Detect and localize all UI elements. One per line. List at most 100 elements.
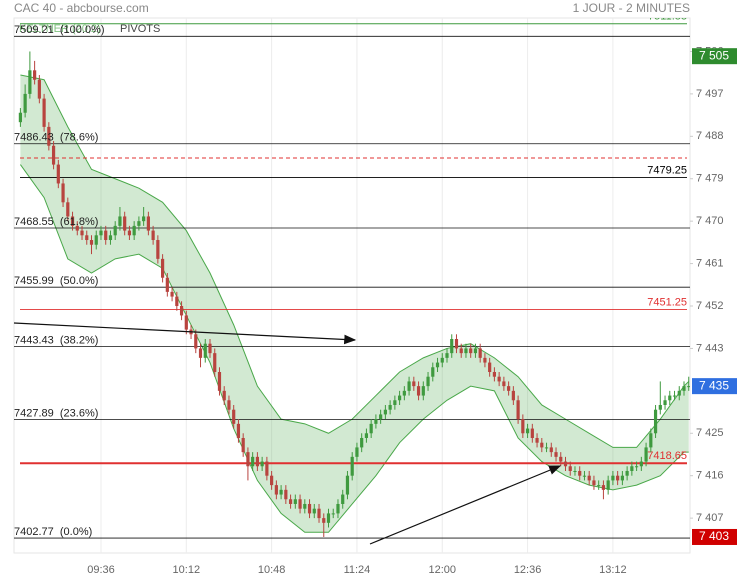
candle-body — [94, 235, 98, 245]
candle-body — [649, 433, 653, 448]
candle-body — [170, 291, 174, 297]
candle-body — [113, 225, 117, 236]
candle-body — [393, 400, 397, 405]
candle-body — [578, 470, 582, 476]
candle-body — [549, 447, 553, 453]
candle-body — [639, 461, 643, 467]
candle-body — [198, 348, 203, 358]
candle-body — [492, 371, 496, 377]
candle-body — [227, 400, 231, 410]
candle-body — [75, 225, 79, 231]
candle-body — [28, 70, 32, 94]
keltner-lower — [19, 164, 689, 533]
candle-body — [535, 437, 539, 443]
candle-body — [322, 518, 326, 523]
candle-body — [85, 235, 89, 241]
candle-body — [388, 404, 392, 410]
candle-body — [336, 503, 340, 514]
candle-body — [203, 343, 207, 358]
fib-label: 7468.55 (61.8%) — [14, 216, 98, 228]
price-tag-label: 7 435 — [699, 378, 729, 392]
y-tick-label: 7 497 — [696, 88, 724, 100]
candle-body — [364, 433, 369, 438]
candle-body — [360, 437, 364, 448]
candle-body — [611, 475, 615, 481]
candle-body — [616, 475, 620, 481]
candle-body — [118, 216, 122, 226]
candle-body — [421, 386, 425, 396]
candle-body — [483, 357, 487, 363]
keltner-area — [20, 75, 689, 533]
candle-body — [246, 452, 250, 467]
candle-body — [644, 447, 648, 462]
candle-body — [440, 357, 444, 363]
candle-body — [573, 470, 577, 472]
candle-body — [412, 381, 416, 387]
candle-body — [355, 447, 359, 457]
candle-body — [625, 470, 629, 476]
candle-body — [104, 230, 108, 241]
candle-body — [601, 485, 606, 490]
plot-frame — [13, 17, 691, 554]
candle-body — [123, 216, 127, 231]
candle-body — [99, 230, 103, 236]
candle-body — [270, 475, 274, 486]
candle-body — [606, 480, 610, 490]
candle-body — [398, 395, 402, 401]
x-tick-label: 13:12 — [599, 564, 627, 576]
candle-body — [478, 348, 482, 358]
candle-body — [563, 461, 568, 467]
x-tick-label: 12:36 — [514, 564, 542, 576]
candle-body — [151, 230, 155, 241]
candle-body — [473, 348, 478, 354]
candle-body — [312, 508, 316, 514]
arrow — [13, 322, 357, 345]
candle-body — [23, 93, 27, 113]
candle-body — [293, 499, 297, 504]
candle-body — [383, 409, 387, 415]
legend-entry: PIVOTS — [120, 23, 160, 35]
candle-body — [108, 235, 113, 241]
candle-body — [317, 508, 321, 519]
candle-body — [165, 277, 169, 292]
candle-body — [668, 395, 672, 401]
candle-body — [426, 376, 430, 387]
candle-body — [521, 419, 525, 434]
candle-body — [630, 466, 634, 471]
price-tag — [692, 48, 737, 65]
candle-body — [559, 456, 563, 462]
candle-body — [416, 386, 421, 396]
candle-body — [445, 353, 449, 358]
y-tick-label: 7 407 — [696, 512, 724, 524]
candle-body — [251, 456, 255, 467]
candle-body — [33, 70, 37, 80]
candle-body — [284, 489, 288, 500]
x-tick-label: 09:36 — [87, 564, 115, 576]
price-tag-label: 7 403 — [699, 529, 729, 543]
y-tick-label: 7 452 — [696, 300, 724, 312]
candle-body — [265, 461, 269, 476]
x-tick-label: 10:12 — [173, 564, 201, 576]
candle-body — [345, 475, 350, 495]
y-tick-label: 7 470 — [696, 215, 724, 227]
candle-body — [568, 466, 572, 471]
candle-body — [127, 230, 132, 236]
candle-body — [620, 475, 624, 481]
candle-body — [236, 423, 241, 438]
candle-body — [540, 442, 544, 448]
candle-body — [369, 423, 373, 434]
candle-body — [516, 400, 520, 420]
y-tick-label: 7 425 — [696, 427, 724, 439]
pivot-label: 7511.88 — [648, 11, 687, 23]
candle-body — [260, 461, 264, 467]
plot-area: 7511.88 7479.25 7451.25 7418.65 — [14, 11, 690, 553]
candle-body — [544, 447, 549, 449]
pivot-label: 7479.25 — [647, 164, 687, 176]
candle-body — [42, 98, 46, 127]
y-tick-label: 7 488 — [696, 130, 724, 142]
candle-body — [194, 334, 198, 349]
candle-body — [56, 164, 60, 184]
candle-body — [682, 386, 686, 391]
candle-body — [635, 466, 639, 468]
